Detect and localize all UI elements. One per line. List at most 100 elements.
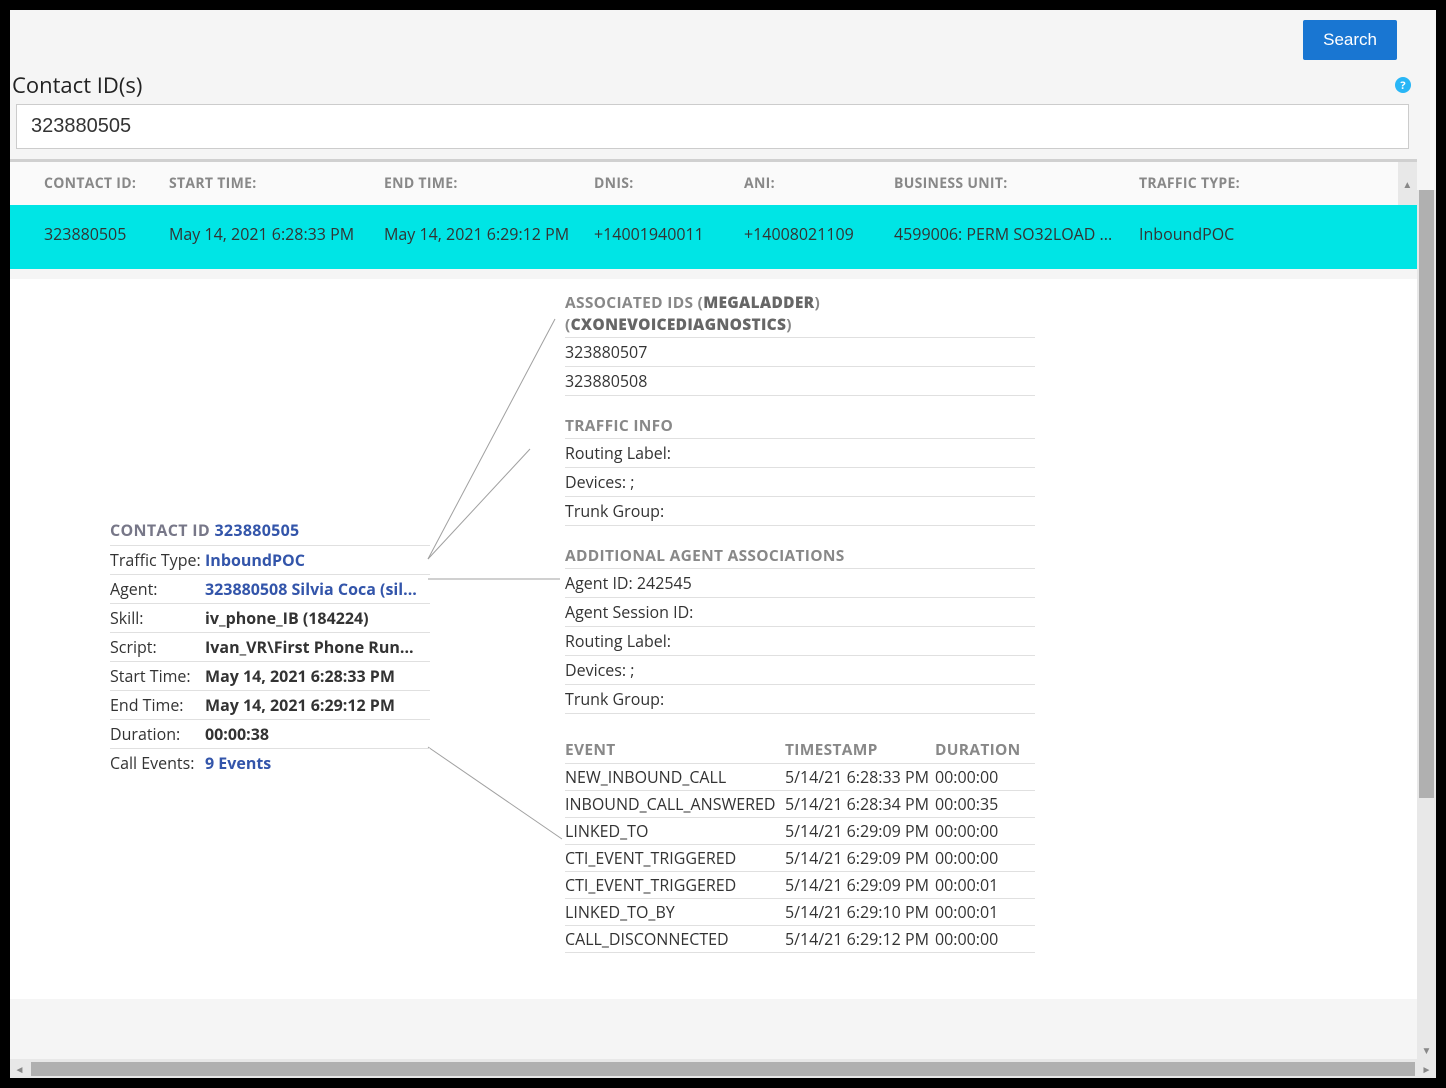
detail-value-traffic-type[interactable]: InboundPOC xyxy=(205,549,430,571)
header-end-time: END TIME: xyxy=(380,168,590,199)
detail-value-end-time: May 14, 2021 6:29:12 PM xyxy=(205,694,430,716)
event-dur: 00:00:35 xyxy=(935,793,1035,815)
event-name: INBOUND_CALL_ANSWERED xyxy=(565,793,785,815)
cell-end-time: May 14, 2021 6:29:12 PM xyxy=(380,219,590,249)
cell-contact-id: 323880505 xyxy=(40,219,165,249)
scroll-right-icon[interactable]: ► xyxy=(1417,1059,1436,1078)
search-button[interactable]: Search xyxy=(1303,20,1397,60)
cell-ani: +14008021109 xyxy=(740,219,890,249)
events-header-duration: DURATION xyxy=(935,738,1035,760)
agent-assoc-row: Agent Session ID: xyxy=(565,598,1035,627)
traffic-info-row: Trunk Group: xyxy=(565,497,1035,526)
detail-row-agent: Agent: 323880508 Silvia Coca (sil... xyxy=(110,575,430,604)
scroll-down-icon[interactable]: ▼ xyxy=(1417,1040,1436,1059)
event-dur: 00:00:01 xyxy=(935,874,1035,896)
scrollbar-track[interactable] xyxy=(31,1062,1415,1076)
contact-detail-card: CONTACT ID 323880505 Traffic Type: Inbou… xyxy=(110,519,430,777)
event-ts: 5/14/21 6:29:09 PM xyxy=(785,874,935,896)
assoc-title-part1[interactable]: MEGALADDER xyxy=(703,291,814,313)
header-traffic-type: TRAFFIC TYPE: xyxy=(1135,168,1275,199)
agent-assoc-row: Trunk Group: xyxy=(565,685,1035,714)
cell-dnis: +14001940011 xyxy=(590,219,740,249)
detail-label: Script: xyxy=(110,636,205,658)
events-table: EVENT TIMESTAMP DURATION NEW_INBOUND_CAL… xyxy=(565,738,1035,953)
detail-card-title: CONTACT ID 323880505 xyxy=(110,519,430,546)
event-ts: 5/14/21 6:28:34 PM xyxy=(785,793,935,815)
detail-label: Skill: xyxy=(110,607,205,629)
cell-traffic-type: InboundPOC xyxy=(1135,219,1275,249)
events-row: CTI_EVENT_TRIGGERED 5/14/21 6:29:09 PM 0… xyxy=(565,845,1035,872)
horizontal-scrollbar[interactable]: ◄ ► xyxy=(10,1059,1436,1078)
header-dnis: DNIS: xyxy=(590,168,740,199)
detail-row-start-time: Start Time: May 14, 2021 6:28:33 PM xyxy=(110,662,430,691)
detail-row-end-time: End Time: May 14, 2021 6:29:12 PM xyxy=(110,691,430,720)
detail-title-prefix: CONTACT ID xyxy=(110,519,210,541)
scroll-up-icon[interactable]: ▲ xyxy=(1398,162,1417,205)
detail-value-skill: iv_phone_IB (184224) xyxy=(205,607,430,629)
event-dur: 00:00:00 xyxy=(935,766,1035,788)
assoc-title-suffix: ) xyxy=(786,313,792,335)
traffic-info-row: Devices: ; xyxy=(565,468,1035,497)
events-row: CALL_DISCONNECTED 5/14/21 6:29:12 PM 00:… xyxy=(565,926,1035,953)
header-business-unit: BUSINESS UNIT: xyxy=(890,168,1135,199)
detail-value-script: Ivan_VR\First Phone Run... xyxy=(205,636,430,658)
events-header-timestamp: TIMESTAMP xyxy=(785,738,935,760)
detail-label: Agent: xyxy=(110,578,205,600)
contact-ids-label: Contact ID(s) xyxy=(12,70,142,100)
scrollbar-thumb[interactable] xyxy=(1419,190,1434,798)
assoc-title-part2[interactable]: CXONEVOICEDIAGNOSTICS xyxy=(571,313,787,335)
associated-id-row[interactable]: 323880507 xyxy=(565,338,1035,367)
event-ts: 5/14/21 6:28:33 PM xyxy=(785,766,935,788)
event-dur: 00:00:00 xyxy=(935,847,1035,869)
traffic-info-row: Routing Label: xyxy=(565,439,1035,468)
top-bar: Search xyxy=(10,10,1417,70)
detail-value-start-time: May 14, 2021 6:28:33 PM xyxy=(205,665,430,687)
associated-id-row[interactable]: 323880508 xyxy=(565,367,1035,396)
detail-label: Call Events: xyxy=(110,752,205,774)
events-row: NEW_INBOUND_CALL 5/14/21 6:28:33 PM 00:0… xyxy=(565,764,1035,791)
header-contact-id: CONTACT ID: xyxy=(40,168,165,199)
event-name: CTI_EVENT_TRIGGERED xyxy=(565,847,785,869)
event-name: CALL_DISCONNECTED xyxy=(565,928,785,950)
contact-ids-input[interactable] xyxy=(16,104,1409,149)
event-dur: 00:00:01 xyxy=(935,901,1035,923)
detail-area: CONTACT ID 323880505 Traffic Type: Inbou… xyxy=(10,279,1417,999)
traffic-info-title: TRAFFIC INFO xyxy=(565,414,1035,439)
vertical-scrollbar[interactable]: ▼ xyxy=(1417,190,1436,1059)
agent-assoc-row: Agent ID: 242545 xyxy=(565,569,1035,598)
detail-row-skill: Skill: iv_phone_IB (184224) xyxy=(110,604,430,633)
event-name: NEW_INBOUND_CALL xyxy=(565,766,785,788)
cell-business-unit: 4599006: PERM SO32LOAD ... xyxy=(890,219,1135,249)
agent-assoc-row: Devices: ; xyxy=(565,656,1035,685)
results-table-header: CONTACT ID: START TIME: END TIME: DNIS: … xyxy=(10,162,1417,205)
contact-ids-section: Contact ID(s) ? xyxy=(10,70,1417,149)
events-row: CTI_EVENT_TRIGGERED 5/14/21 6:29:09 PM 0… xyxy=(565,872,1035,899)
events-row: INBOUND_CALL_ANSWERED 5/14/21 6:28:34 PM… xyxy=(565,791,1035,818)
results-table-row[interactable]: 323880505 May 14, 2021 6:28:33 PM May 14… xyxy=(10,205,1417,269)
events-header: EVENT TIMESTAMP DURATION xyxy=(565,738,1035,764)
assoc-title-prefix: ASSOCIATED IDS ( xyxy=(565,291,703,313)
event-name: CTI_EVENT_TRIGGERED xyxy=(565,874,785,896)
associated-ids-title: ASSOCIATED IDS (MEGALADDER) (CXONEVOICED… xyxy=(565,291,1035,338)
detail-label: Duration: xyxy=(110,723,205,745)
events-row: LINKED_TO 5/14/21 6:29:09 PM 00:00:00 xyxy=(565,818,1035,845)
event-name: LINKED_TO xyxy=(565,820,785,842)
header-ani: ANI: xyxy=(740,168,890,199)
detail-label: Start Time: xyxy=(110,665,205,687)
agent-assoc-title: ADDITIONAL AGENT ASSOCIATIONS xyxy=(565,544,1035,569)
event-ts: 5/14/21 6:29:12 PM xyxy=(785,928,935,950)
detail-value-agent[interactable]: 323880508 Silvia Coca (sil... xyxy=(205,578,430,600)
right-panels: ASSOCIATED IDS (MEGALADDER) (CXONEVOICED… xyxy=(565,291,1035,953)
cell-start-time: May 14, 2021 6:28:33 PM xyxy=(165,219,380,249)
help-icon[interactable]: ? xyxy=(1395,77,1411,93)
event-ts: 5/14/21 6:29:10 PM xyxy=(785,901,935,923)
scroll-left-icon[interactable]: ◄ xyxy=(10,1059,29,1078)
event-name: LINKED_TO_BY xyxy=(565,901,785,923)
event-ts: 5/14/21 6:29:09 PM xyxy=(785,847,935,869)
detail-row-script: Script: Ivan_VR\First Phone Run... xyxy=(110,633,430,662)
detail-value-duration: 00:00:38 xyxy=(205,723,430,745)
detail-row-call-events: Call Events: 9 Events xyxy=(110,749,430,777)
events-row: LINKED_TO_BY 5/14/21 6:29:10 PM 00:00:01 xyxy=(565,899,1035,926)
detail-value-call-events[interactable]: 9 Events xyxy=(205,752,430,774)
agent-assoc-row: Routing Label: xyxy=(565,627,1035,656)
